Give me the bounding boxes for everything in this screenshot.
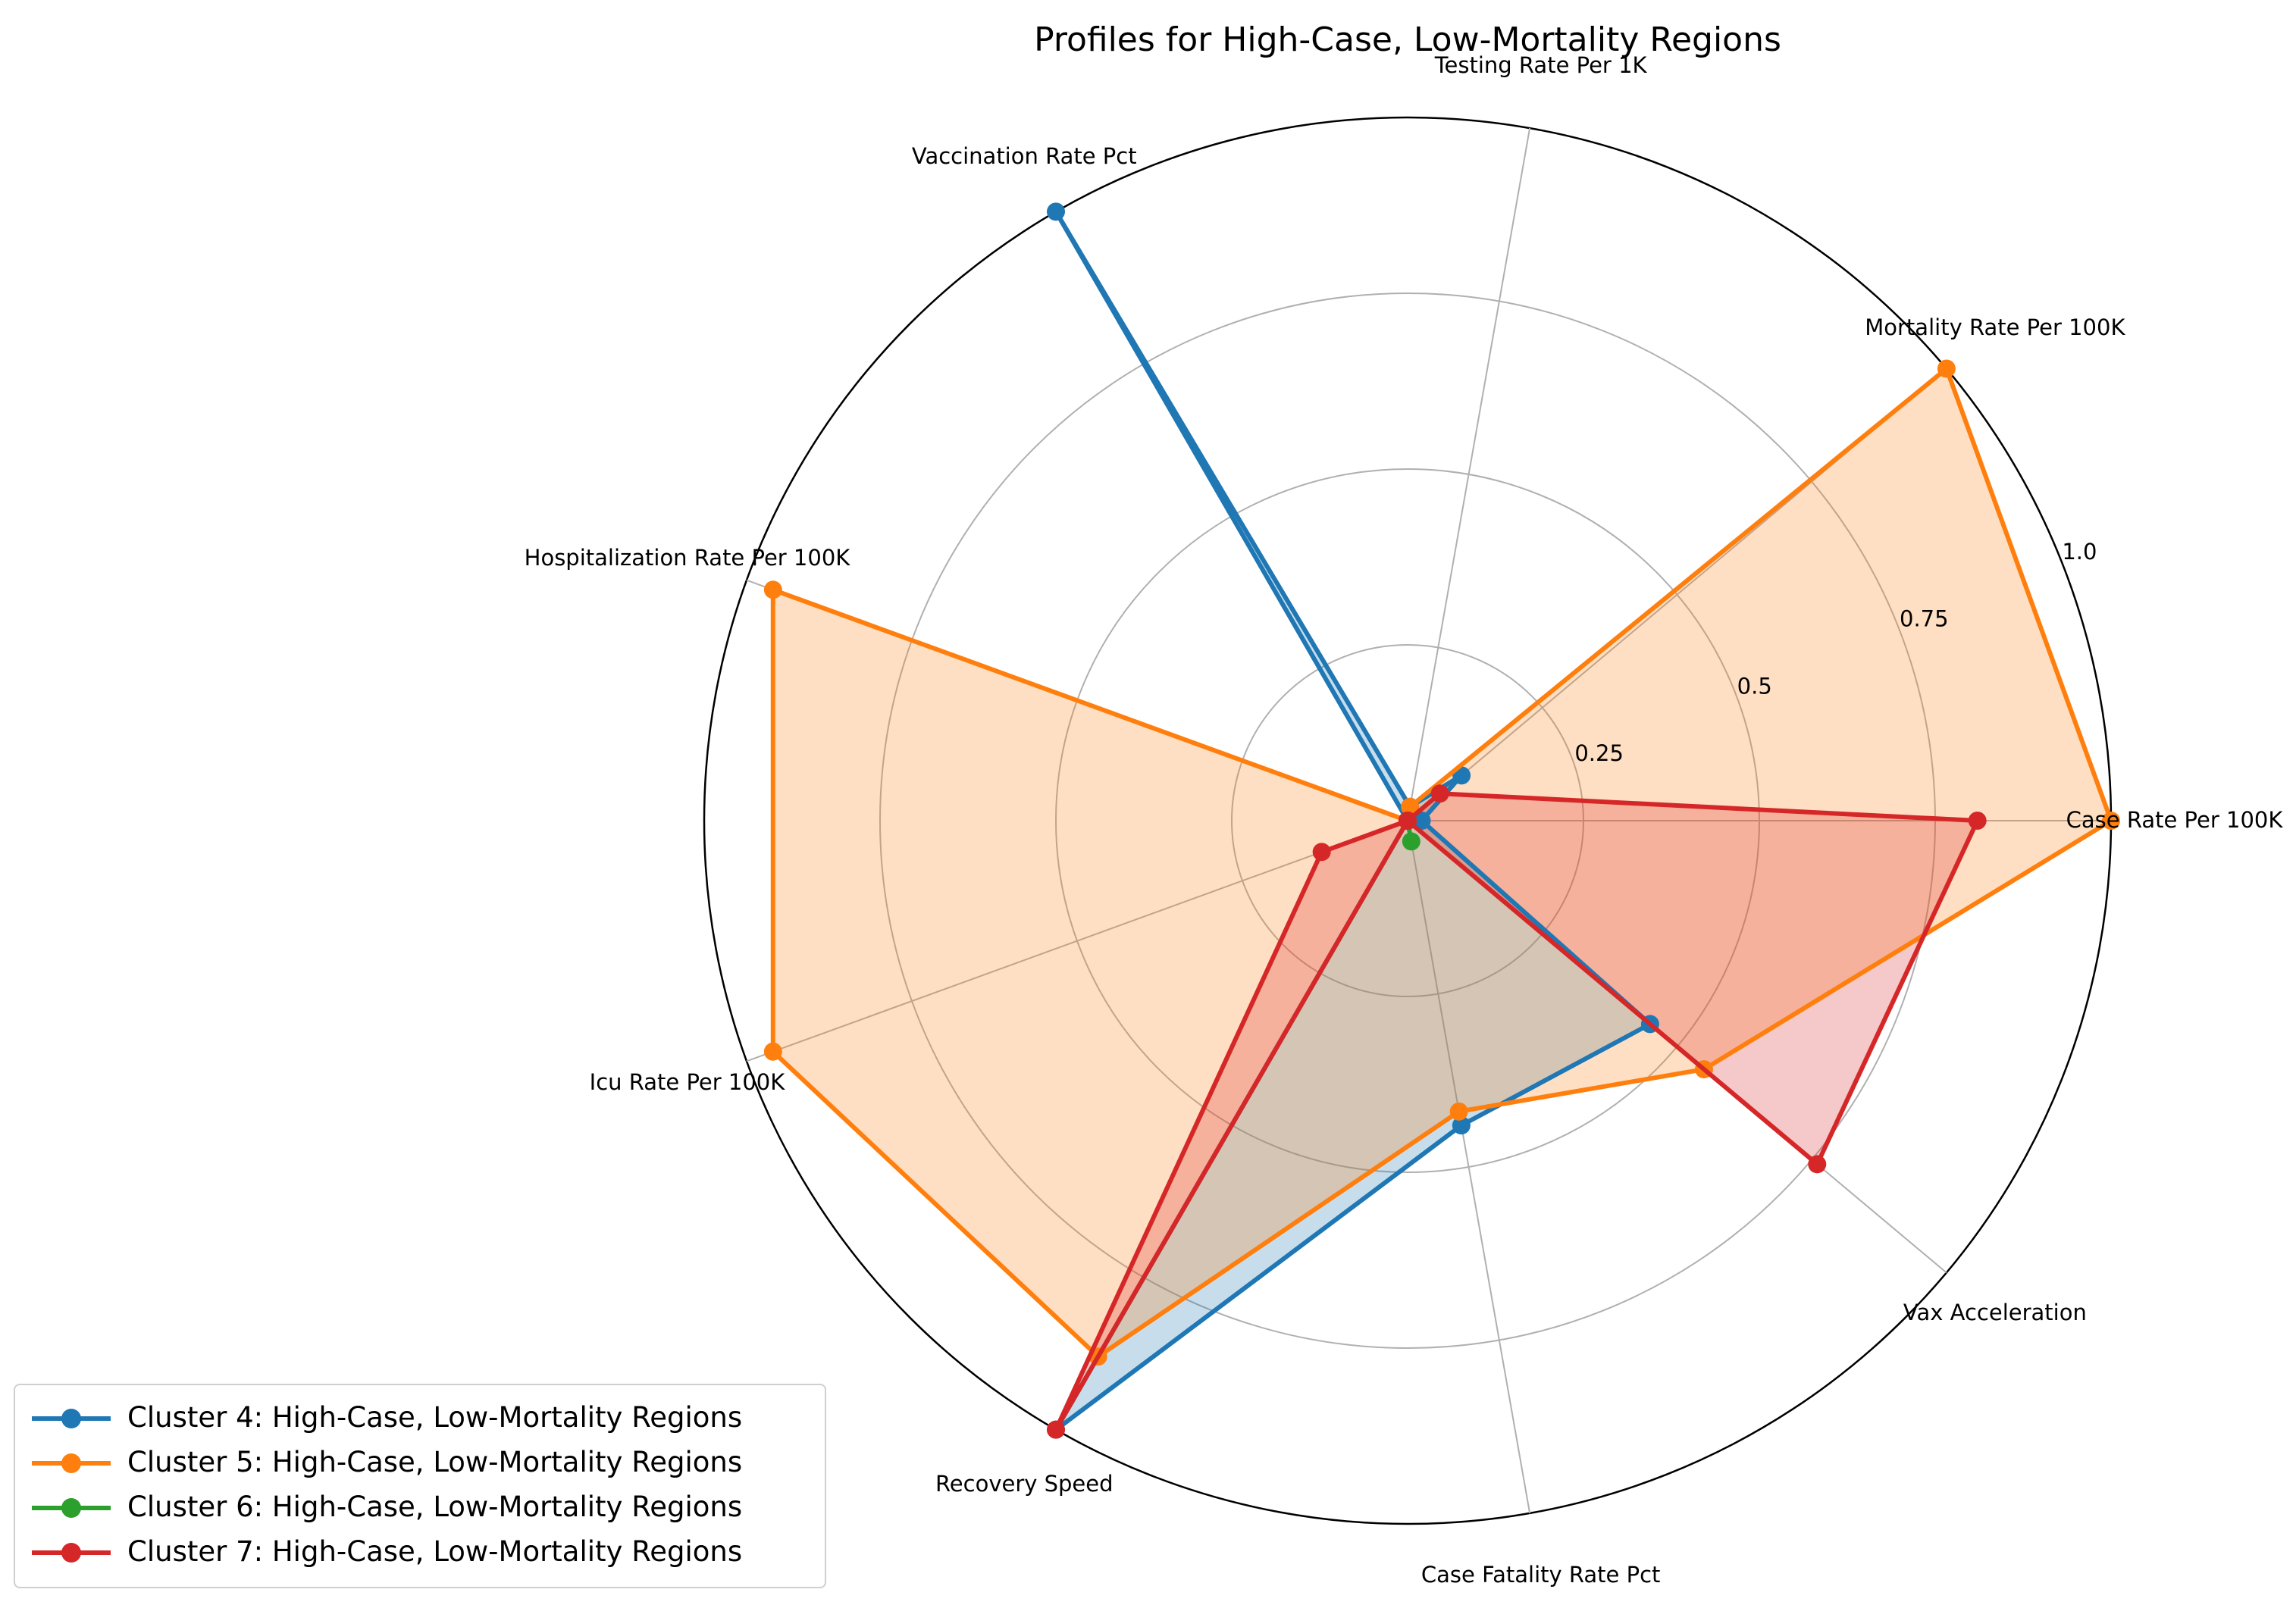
series-4-point-8 [1399, 812, 1417, 830]
series-2-point-8 [1449, 1102, 1468, 1121]
legend-swatch-marker [61, 1409, 81, 1428]
radial-tick-label-1: 0.25 [1574, 740, 1624, 766]
axis-label-3: Testing Rate Per 1K [1434, 52, 1648, 78]
legend-label: Cluster 6: High-Case, Low-Mortality Regi… [127, 1491, 743, 1523]
axis-label-5: Hospitalization Rate Per 100K [525, 545, 851, 571]
series-2-point-2 [1937, 359, 1956, 378]
series-lines [763, 202, 2120, 1439]
series-2-point-6 [763, 1042, 782, 1061]
legend-label: Cluster 5: High-Case, Low-Mortality Regi… [127, 1446, 743, 1478]
radial-tick-label-3: 0.75 [1900, 606, 1949, 632]
series-line-2 [770, 366, 2113, 1359]
legend-label: Cluster 4: High-Case, Low-Mortality Regi… [127, 1401, 743, 1434]
axis-label-2: Mortality Rate Per 100K [1865, 314, 2125, 340]
axis-label-9: Vax Acceleration [1903, 1300, 2087, 1325]
axis-label-6: Icu Rate Per 100K [590, 1069, 786, 1095]
axis-label-7: Recovery Speed [935, 1471, 1114, 1497]
series-4-point-6 [1312, 843, 1331, 862]
grid-spoke-6 [746, 820, 1408, 1062]
series-2-point-3 [1401, 797, 1420, 816]
series-1-point-4 [1047, 202, 1065, 221]
series-fills [772, 211, 2111, 1430]
legend-swatch-marker [61, 1543, 81, 1563]
legend-swatch-marker [61, 1498, 81, 1518]
series-4-point-9 [1808, 1155, 1827, 1174]
axis-labels: Case Rate Per 100K Mortality Rate Per 100… [525, 52, 2284, 1588]
axis-label-4: Vaccination Rate Pct [912, 143, 1137, 169]
axis-label-1: Case Rate Per 100K [2066, 807, 2284, 833]
radial-tick-label-2: 0.5 [1737, 673, 1772, 699]
legend-entry-1: Cluster 4: High-Case, Low-Mortality Regi… [15, 1396, 825, 1440]
series-4-point-2 [1430, 784, 1449, 803]
chart-title: Profiles for High-Case, Low-Mortality Re… [1034, 20, 1781, 59]
series-2-point-1 [2102, 812, 2120, 830]
legend-label: Cluster 7: High-Case, Low-Mortality Regi… [127, 1535, 743, 1568]
series-3-point-8 [1402, 832, 1421, 851]
series-1-point-8 [1452, 1116, 1471, 1135]
legend-entry-2: Cluster 5: High-Case, Low-Mortality Regi… [15, 1441, 825, 1484]
radial-tick-label-4: 1.0 [2062, 539, 2097, 565]
axis-label-8: Case Fatality Rate Pct [1421, 1562, 1661, 1588]
legend-swatch-marker [61, 1453, 81, 1473]
legend-entry-4: Cluster 7: High-Case, Low-Mortality Regi… [15, 1530, 825, 1574]
series-4-point-7 [1047, 1420, 1065, 1439]
series-1-point-1 [1412, 812, 1431, 830]
series-2-point-5 [763, 580, 782, 599]
series-fill-2 [772, 368, 2111, 1357]
series-fill-4 [1056, 793, 1978, 1430]
grid-spoke-8 [1407, 820, 1531, 1514]
legend: Cluster 4: High-Case, Low-Mortality Regi… [14, 1384, 826, 1588]
legend-entry-3: Cluster 6: High-Case, Low-Mortality Regi… [15, 1485, 825, 1529]
series-4-point-1 [1968, 812, 1987, 830]
grid-spoke-3 [1407, 127, 1531, 821]
